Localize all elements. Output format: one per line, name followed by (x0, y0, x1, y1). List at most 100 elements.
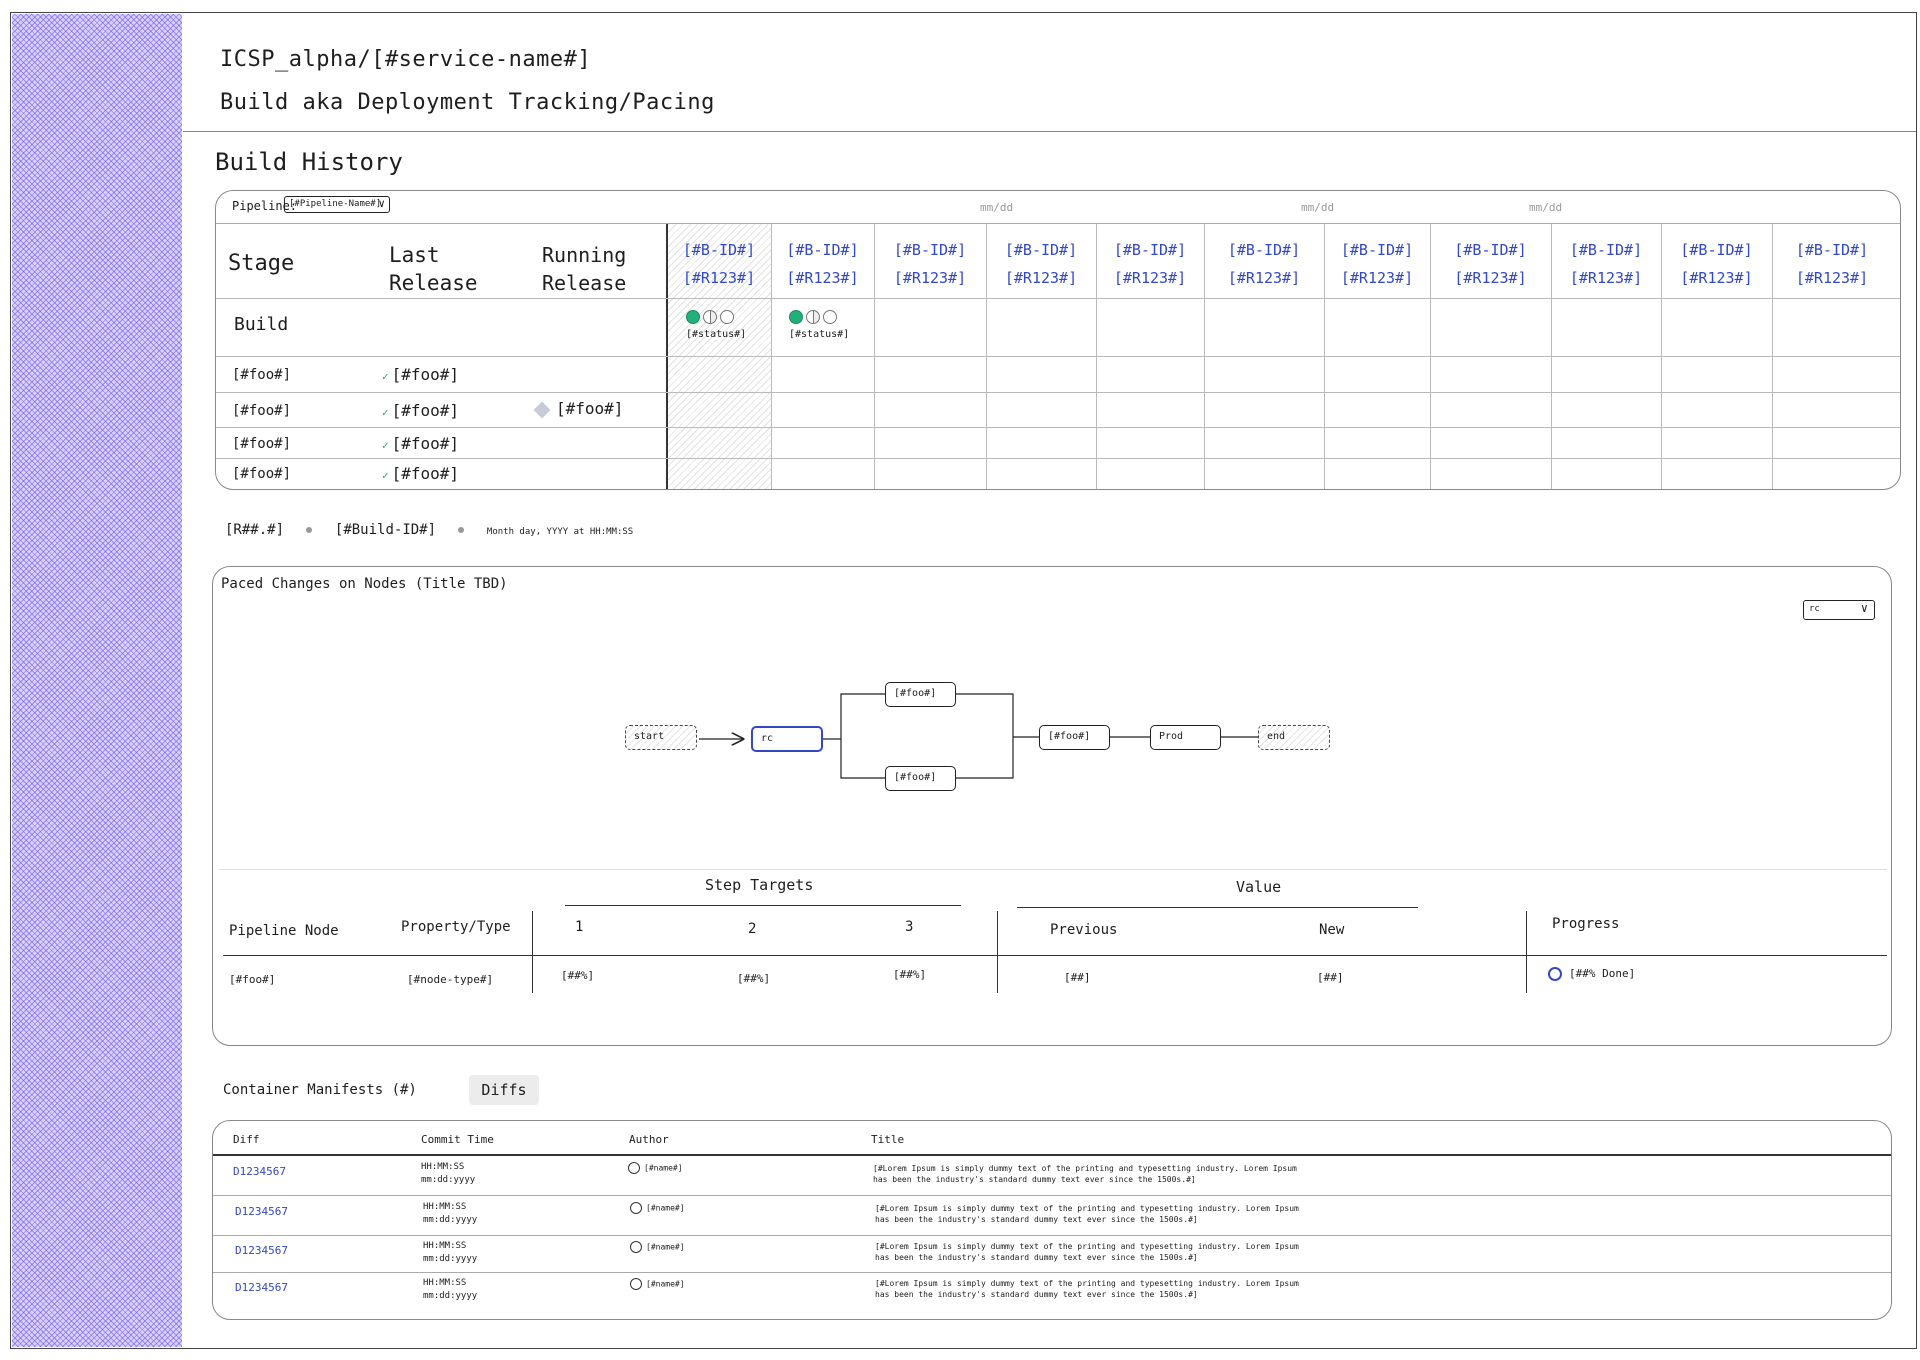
release-id: [#R123#] (682, 269, 756, 287)
check-icon: ✓ (382, 439, 389, 452)
author[interactable]: [#name#] (630, 1278, 685, 1290)
commit-time-value: HH:MM:SS (423, 1241, 467, 1251)
th-pipeline-node: Pipeline Node (229, 923, 339, 939)
th-property-type: Property/Type (401, 919, 511, 935)
new-value: [##] (1317, 971, 1344, 984)
flow-connector (840, 739, 885, 779)
flow-node-middle[interactable]: [#foo#] (1039, 725, 1110, 750)
last-release-text: [#foo#] (391, 464, 460, 483)
page-subtitle: Build aka Deployment Tracking/Pacing (220, 90, 715, 115)
th-author: Author (629, 1133, 669, 1146)
status-pending-icon (720, 309, 734, 324)
author[interactable]: [#name#] (628, 1162, 683, 1174)
diff-link[interactable]: D1234567 (235, 1205, 288, 1218)
avatar (628, 1162, 640, 1174)
stage-name: [#foo#] (232, 466, 292, 482)
build-row-label: Build (234, 314, 289, 335)
step-targets-label: Step Targets (705, 876, 814, 894)
value-label: Value (1236, 878, 1282, 896)
flow-connector (840, 693, 885, 739)
build-id: [#B-ID#] (1340, 241, 1414, 259)
check-icon: ✓ (382, 406, 389, 419)
step-1-value: [##%] (561, 969, 595, 982)
build-column-header[interactable]: [#B-ID#] [#R123#] (1551, 236, 1661, 292)
last-release-text: [#foo#] (391, 401, 460, 420)
pipeline-select[interactable]: [#Pipeline-Name#] ∨ (284, 196, 390, 213)
last-release-value: ✓ [#foo#] (382, 464, 459, 483)
build-column-header[interactable]: [#B-ID#] [#R123#] (1661, 236, 1772, 292)
commit-title: [#Lorem Ipsum is simply dummy text of th… (875, 1204, 1299, 1224)
last-release-value: ✓ [#foo#] (382, 434, 459, 453)
separator-dot (306, 527, 313, 533)
col-header-last-release-line2: Release (389, 271, 478, 295)
last-release-text: [#foo#] (391, 434, 460, 453)
step-2-value: [##%] (737, 972, 771, 985)
diff-link[interactable]: D1234567 (235, 1281, 288, 1294)
build-status[interactable]: [#status#] (686, 306, 746, 340)
environment-select-value: rc (1809, 604, 1820, 614)
group-underline (565, 905, 961, 906)
build-column-header[interactable]: [#B-ID#] [#R123#] (1204, 236, 1324, 292)
flow-connector (956, 693, 1014, 779)
section-divider (219, 869, 1887, 870)
col-header-running-release-line2: Release (542, 271, 627, 295)
flow-node-lower[interactable]: [#foo#] (885, 766, 956, 791)
th-new: New (1319, 922, 1345, 938)
header-divider (183, 131, 1916, 132)
author-name: [#name#] (646, 1242, 685, 1252)
build-history-title: Build History (215, 148, 403, 176)
flow-node-rc[interactable]: rc (751, 726, 823, 752)
flow-node-prod[interactable]: Prod (1150, 725, 1221, 750)
running-release-value: [#foo#] (533, 399, 623, 418)
build-id: [#B-ID#] (682, 241, 756, 259)
diffs-button[interactable]: Diffs (469, 1075, 539, 1105)
flow-node-upper[interactable]: [#foo#] (885, 682, 956, 707)
build-column-header[interactable]: [#B-ID#] [#R123#] (1324, 236, 1430, 292)
commit-date-value: mm:dd:yyyy (421, 1175, 476, 1185)
build-id: [#B-ID#] (1569, 241, 1643, 259)
node-type-value: [#node-type#] (407, 973, 494, 986)
release-id: [#R123#] (1569, 269, 1643, 287)
commit-date-value: mm:dd:yyyy (423, 1291, 478, 1301)
status-success-icon (789, 309, 803, 324)
build-id: [#B-ID#] (1680, 241, 1753, 259)
last-release-value: ✓ [#foo#] (382, 365, 459, 384)
commit-date-value: mm:dd:yyyy (423, 1254, 478, 1264)
build-column-header[interactable]: [#B-ID#] [#R123#] (986, 236, 1096, 292)
row-divider (216, 458, 1900, 459)
status-pending-icon (823, 309, 837, 324)
build-column-header[interactable]: [#B-ID#] [#R123#] (771, 236, 874, 292)
commit-date-value: mm:dd:yyyy (423, 1215, 478, 1225)
diff-link[interactable]: D1234567 (235, 1244, 288, 1257)
progress-text: [##% Done] (1569, 967, 1636, 980)
status-partial-icon (703, 309, 717, 324)
row-divider (216, 356, 1900, 357)
build-column-header[interactable]: [#B-ID#] [#R123#] (874, 236, 986, 292)
build-id: [#B-ID#] (1004, 241, 1078, 259)
check-icon: ✓ (382, 370, 389, 383)
build-column-header[interactable]: [#B-ID#] [#R123#] (1096, 236, 1204, 292)
release-id: [#R123#] (1680, 269, 1753, 287)
build-column-header[interactable]: [#B-ID#] [#R123#] (667, 236, 771, 292)
flow-node-end[interactable]: end (1258, 725, 1330, 750)
date-label: mm/dd (1529, 201, 1563, 214)
commit-title: [#Lorem Ipsum is simply dummy text of th… (875, 1279, 1299, 1299)
release-id: [#R123#] (786, 269, 859, 287)
pipeline-select-value: [#Pipeline-Name#] (289, 199, 382, 209)
author[interactable]: [#name#] (630, 1241, 685, 1253)
stage-name: [#foo#] (232, 436, 292, 452)
build-status[interactable]: [#status#] (789, 306, 849, 340)
release-id: [#R123#] (1004, 269, 1078, 287)
build-column-header[interactable]: [#B-ID#] [#R123#] (1430, 236, 1551, 292)
environment-select[interactable]: rc ∨ (1803, 600, 1875, 620)
run-timestamp: Month day, YYYY at HH:MM:SS (486, 527, 634, 537)
header-line (216, 223, 1900, 224)
author[interactable]: [#name#] (630, 1202, 685, 1214)
commit-time-value: HH:MM:SS (423, 1278, 467, 1288)
build-id-label: [#Build-ID#] (334, 522, 437, 538)
flow-node-start[interactable]: start (625, 725, 697, 750)
diff-link[interactable]: D1234567 (233, 1165, 286, 1178)
commit-title: [#Lorem Ipsum is simply dummy text of th… (875, 1242, 1299, 1262)
build-column-header[interactable]: [#B-ID#] [#R123#] (1772, 236, 1892, 292)
th-diff: Diff (233, 1133, 260, 1146)
